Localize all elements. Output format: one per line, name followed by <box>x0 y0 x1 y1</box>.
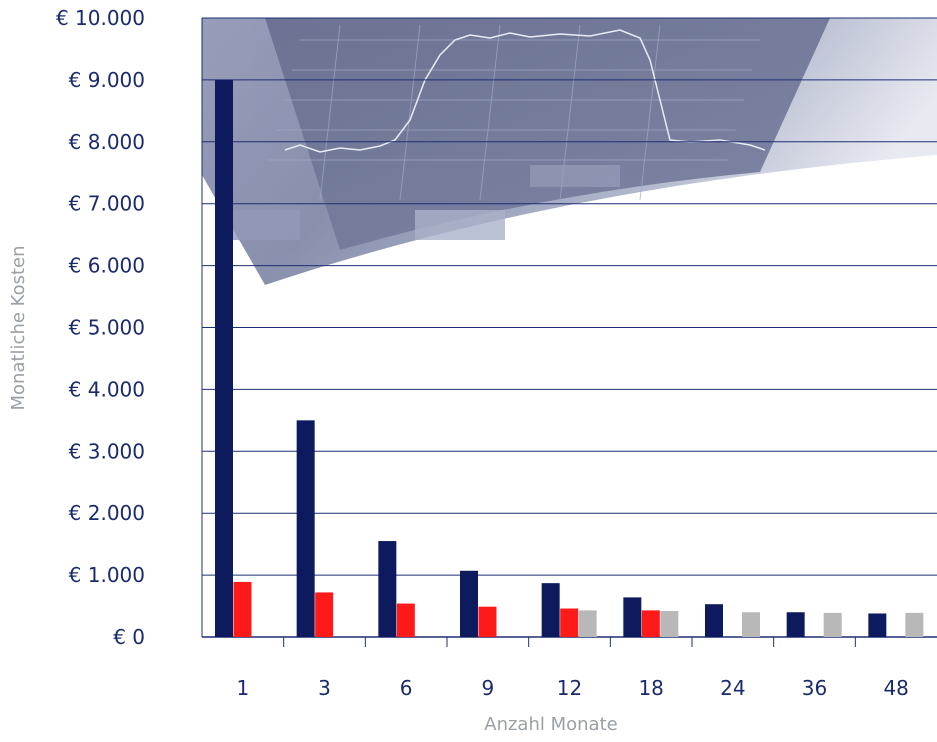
spectrum-analyzer-photo <box>202 18 937 285</box>
bar <box>478 606 497 637</box>
bar <box>742 612 760 637</box>
y-tick-label: € 1.000 <box>69 563 145 587</box>
y-tick-label: € 3.000 <box>69 439 145 463</box>
x-tick-label: 24 <box>720 676 745 700</box>
y-tick-label: € 9.000 <box>69 68 145 92</box>
bar <box>315 592 334 637</box>
bar <box>641 610 660 637</box>
x-tick-label: 12 <box>557 676 582 700</box>
bar <box>823 612 842 637</box>
y-tick-label: € 10.000 <box>56 6 145 30</box>
bar <box>233 581 252 637</box>
y-tick-label: € 7.000 <box>69 192 145 216</box>
bars <box>215 79 924 637</box>
x-tick-label: 36 <box>802 676 827 700</box>
x-tick-label: 48 <box>883 676 908 700</box>
y-tick-label: € 4.000 <box>69 377 145 401</box>
bar <box>905 612 924 637</box>
bar <box>378 541 397 637</box>
y-tick-label: € 0 <box>113 625 145 649</box>
x-tick-label: 1 <box>236 676 249 700</box>
bar <box>578 610 597 637</box>
x-tick-labels: 1 3 6 9 12 18 24 36 48 <box>236 676 908 700</box>
x-tick-label: 9 <box>481 676 494 700</box>
bar <box>868 613 887 637</box>
y-tick-labels: € 0 € 1.000 € 2.000 € 3.000 € 4.000 € 5.000 € … <box>56 6 145 649</box>
bar <box>541 583 560 637</box>
spectrum-trace <box>284 29 766 153</box>
y-tick-label: € 6.000 <box>69 254 145 278</box>
x-tick-label: 6 <box>400 676 413 700</box>
gridlines <box>202 17 937 576</box>
x-axis-title: Anzahl Monate <box>484 714 617 735</box>
y-tick-label: € 5.000 <box>69 316 145 340</box>
bar <box>786 612 805 637</box>
bar <box>623 597 642 637</box>
y-axis-title: Monatliche Kosten <box>8 246 29 411</box>
y-tick-label: € 8.000 <box>69 130 145 154</box>
x-tick-label: 3 <box>318 676 331 700</box>
y-tick-label: € 2.000 <box>69 501 145 525</box>
bar <box>660 611 679 637</box>
bar <box>705 604 723 637</box>
x-tick-label: 18 <box>638 676 663 700</box>
bar <box>560 608 579 637</box>
bar <box>460 570 478 637</box>
bar <box>296 420 315 637</box>
bar <box>396 603 415 637</box>
bar <box>215 79 233 637</box>
